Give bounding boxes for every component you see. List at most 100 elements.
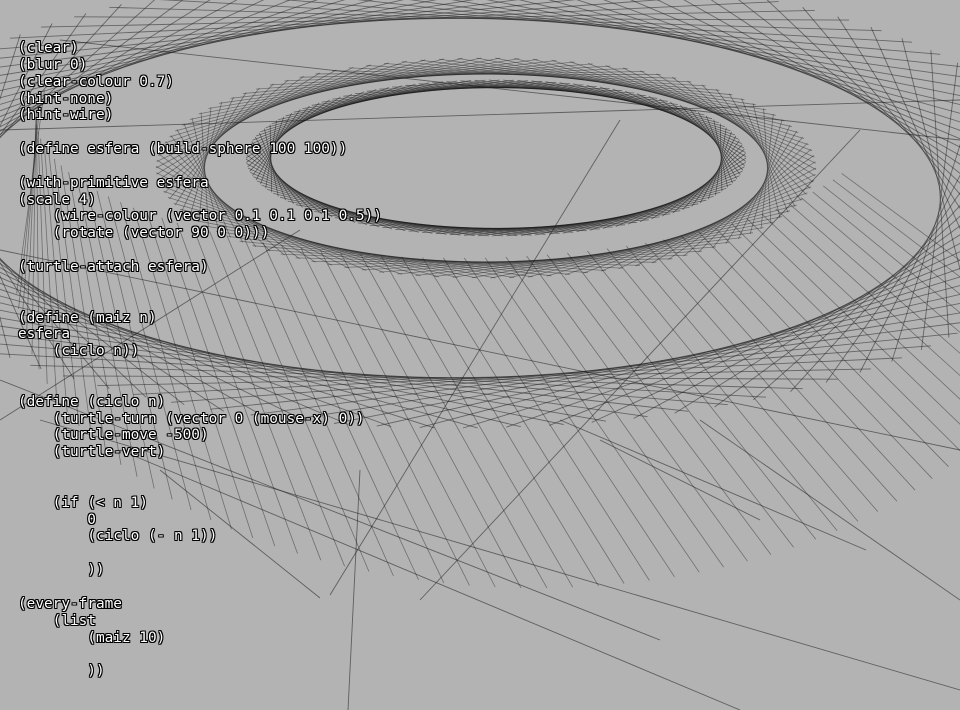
wire-line <box>181 57 463 126</box>
code-line[interactable]: (with-primitive esfera <box>18 174 209 191</box>
wire-line <box>300 247 470 586</box>
wire-line <box>0 258 110 389</box>
wire-line <box>164 83 274 194</box>
code-line[interactable] <box>18 276 382 293</box>
wire-line <box>39 419 960 691</box>
code-line[interactable] <box>18 360 382 377</box>
code-line[interactable]: (turtle-turn (vector 0 (mouse-x) 0)) <box>18 410 365 427</box>
code-line[interactable]: (hint-wire) <box>18 107 114 124</box>
code-line[interactable] <box>18 579 382 596</box>
wire-line <box>800 197 960 333</box>
code-line[interactable]: (blur 0) <box>18 56 88 73</box>
code-line[interactable] <box>18 124 382 141</box>
wire-line <box>331 70 677 79</box>
wire-line <box>495 57 785 122</box>
code-line[interactable]: (ciclo (- n 1)) <box>18 528 218 545</box>
wire-line <box>725 130 798 244</box>
code-line[interactable]: (ciclo n)) <box>18 343 140 360</box>
wire-line <box>344 254 688 268</box>
code-line[interactable]: (define esfera (build-sphere 100 100)) <box>18 141 348 158</box>
wire-line <box>86 184 155 489</box>
code-line[interactable]: (if (< n 1) <box>18 494 148 511</box>
wire-line <box>760 113 774 229</box>
wire-line <box>701 84 807 195</box>
code-line[interactable]: (maiz 10) <box>18 629 166 646</box>
wire-line <box>21 103 39 325</box>
code-line[interactable]: (turtle-vert) <box>18 444 166 461</box>
code-line[interactable]: esfera <box>18 326 70 343</box>
livecode-editor[interactable]: (clear) (blur 0) (clear-colour 0.7) (hint-n… <box>18 40 382 680</box>
wire-line <box>160 62 389 150</box>
code-line[interactable]: )) <box>18 663 105 680</box>
wire-line <box>603 0 960 131</box>
wire-line <box>710 0 960 165</box>
wire-line <box>239 240 570 275</box>
wire-line <box>175 58 445 132</box>
wire-line <box>208 58 520 109</box>
wire-line <box>0 267 265 418</box>
wire-line <box>0 229 301 421</box>
code-line[interactable] <box>18 293 382 310</box>
code-line[interactable]: (clear-colour 0.7) <box>18 73 174 90</box>
code-line[interactable]: (wire-colour (vector 0.1 0.1 0.1 0.5)) <box>18 208 382 225</box>
code-line[interactable] <box>18 158 382 175</box>
code-line[interactable]: (rotate (vector 90 0 0))) <box>18 225 270 242</box>
wire-line <box>434 232 754 277</box>
wire-line <box>76 178 138 477</box>
wire-line <box>192 226 322 561</box>
wire-line <box>663 239 898 502</box>
wire-line <box>746 218 960 425</box>
code-line[interactable] <box>18 377 382 394</box>
wire-line <box>170 135 257 248</box>
code-line[interactable]: (every-frame <box>18 595 122 612</box>
code-line[interactable]: (define (maiz n) <box>18 309 157 326</box>
wire-line <box>159 469 321 599</box>
wire-line <box>749 119 783 235</box>
wire-line <box>174 92 247 206</box>
wire-line <box>366 65 706 87</box>
wire-line <box>699 419 960 601</box>
wire-line <box>252 245 589 273</box>
wire-line <box>198 107 212 223</box>
wire-line <box>633 242 960 419</box>
wire-line <box>587 63 813 152</box>
wire-line <box>0 343 728 406</box>
code-line[interactable] <box>18 478 382 495</box>
wire-line <box>409 0 960 78</box>
code-line[interactable]: 0 <box>18 511 96 528</box>
code-line[interactable]: )) <box>18 562 105 579</box>
wire-line <box>0 277 349 425</box>
code-line[interactable]: (turtle-attach esfera) <box>18 258 209 275</box>
code-line[interactable]: (scale 4) <box>18 191 96 208</box>
wire-line <box>891 143 960 362</box>
wire-line <box>462 276 960 429</box>
wire-line <box>155 166 333 266</box>
code-line[interactable]: (clear) <box>18 40 79 56</box>
wire-line <box>158 153 300 260</box>
wire-line <box>327 258 673 265</box>
code-line[interactable]: (list <box>18 612 96 629</box>
wire-line <box>163 190 403 275</box>
wire-line <box>486 0 960 97</box>
wire-line <box>198 57 501 115</box>
wire-line <box>158 64 371 156</box>
code-line[interactable]: (define (ciclo n) <box>18 393 166 410</box>
code-line[interactable] <box>18 545 382 562</box>
wire-line <box>635 167 817 267</box>
wire-line <box>731 223 960 452</box>
code-line[interactable] <box>18 646 382 663</box>
code-line[interactable]: (turtle-move -500) <box>18 427 209 444</box>
wire-line <box>763 108 772 224</box>
code-line[interactable]: (hint-none) <box>18 90 114 107</box>
wire-line <box>605 65 815 158</box>
wire-line <box>169 59 426 138</box>
wire-line <box>559 419 867 551</box>
wire-line <box>452 227 764 278</box>
wire-line <box>0 309 564 425</box>
code-line[interactable] <box>18 461 382 478</box>
wire-line <box>419 129 861 601</box>
wire-line <box>284 68 628 82</box>
wire-line <box>60 165 107 453</box>
code-line[interactable] <box>18 242 382 259</box>
